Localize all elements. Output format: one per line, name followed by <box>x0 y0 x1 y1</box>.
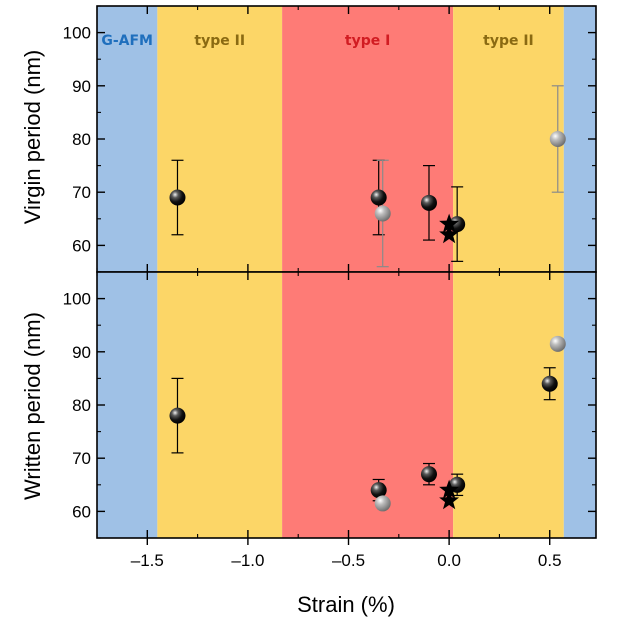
region-label-3: type II <box>483 33 534 49</box>
top-panel-regions <box>97 6 596 272</box>
y-tick-label: 80 <box>72 396 91 415</box>
top-y-axis-title: Virgin period (nm) <box>20 50 45 224</box>
y-tick-label: 90 <box>72 77 91 96</box>
region-band-2 <box>282 6 454 272</box>
black-sphere-point <box>370 482 387 499</box>
y-tick-label: 70 <box>72 183 91 202</box>
bottom-panel-markers <box>169 335 566 512</box>
bottom-y-axis-title: Written period (nm) <box>20 312 45 500</box>
star-point <box>439 490 460 510</box>
gray-sphere-point <box>549 335 566 352</box>
x-tick-label: –1.5 <box>131 551 164 570</box>
black-sphere-point <box>420 194 437 211</box>
top-panel: G-AFM type II type I type II 60 70 80 90 100 Vi… <box>20 5 597 273</box>
y-tick-label: 80 <box>72 130 91 149</box>
gray-sphere-point <box>549 131 566 147</box>
x-tick-label: 0.0 <box>437 551 461 570</box>
black-sphere-point <box>420 466 437 483</box>
black-sphere-point <box>541 375 558 392</box>
y-tick-label: 70 <box>72 449 91 468</box>
region-label-2: type I <box>345 33 390 49</box>
y-tick-label: 100 <box>63 24 91 43</box>
gray-sphere-point <box>374 495 391 512</box>
region-label-1: type II <box>194 33 245 49</box>
region-label-0: G-AFM <box>101 33 153 49</box>
black-sphere-point <box>370 189 387 206</box>
y-tick-label: 60 <box>72 502 91 521</box>
star-point <box>439 479 460 499</box>
y-tick-label: 90 <box>72 343 91 362</box>
region-band-3 <box>453 6 564 272</box>
region-band-0 <box>97 6 158 272</box>
top-panel-markers <box>169 131 566 244</box>
x-axis-title: Strain (%) <box>297 592 395 617</box>
y-tick-label: 60 <box>72 236 91 255</box>
y-tick-label: 100 <box>63 290 91 309</box>
region-band-1 <box>157 6 283 272</box>
region-labels: G-AFM type II type I type II <box>101 33 533 49</box>
black-sphere-point <box>169 407 186 424</box>
star-point <box>439 224 460 244</box>
black-sphere-point <box>169 189 186 206</box>
bottom-panel: 60 70 80 90 100 –1.5 –1.0 –0.5 0.0 0.5 Written pe… <box>20 271 597 617</box>
gray-sphere-point <box>374 205 391 222</box>
star-point <box>439 213 460 233</box>
x-tick-label: –0.5 <box>332 551 365 570</box>
region-band-3 <box>453 272 564 538</box>
x-tick-label: 0.5 <box>538 551 562 570</box>
region-band-1 <box>157 272 283 538</box>
x-tick-label: –1.0 <box>231 551 264 570</box>
bottom-panel-regions <box>97 272 596 538</box>
region-band-2 <box>282 272 454 538</box>
bottom-panel-axes: 60 70 80 90 100 –1.5 –1.0 –0.5 0.0 0.5 <box>63 271 597 570</box>
region-band-0 <box>97 272 158 538</box>
